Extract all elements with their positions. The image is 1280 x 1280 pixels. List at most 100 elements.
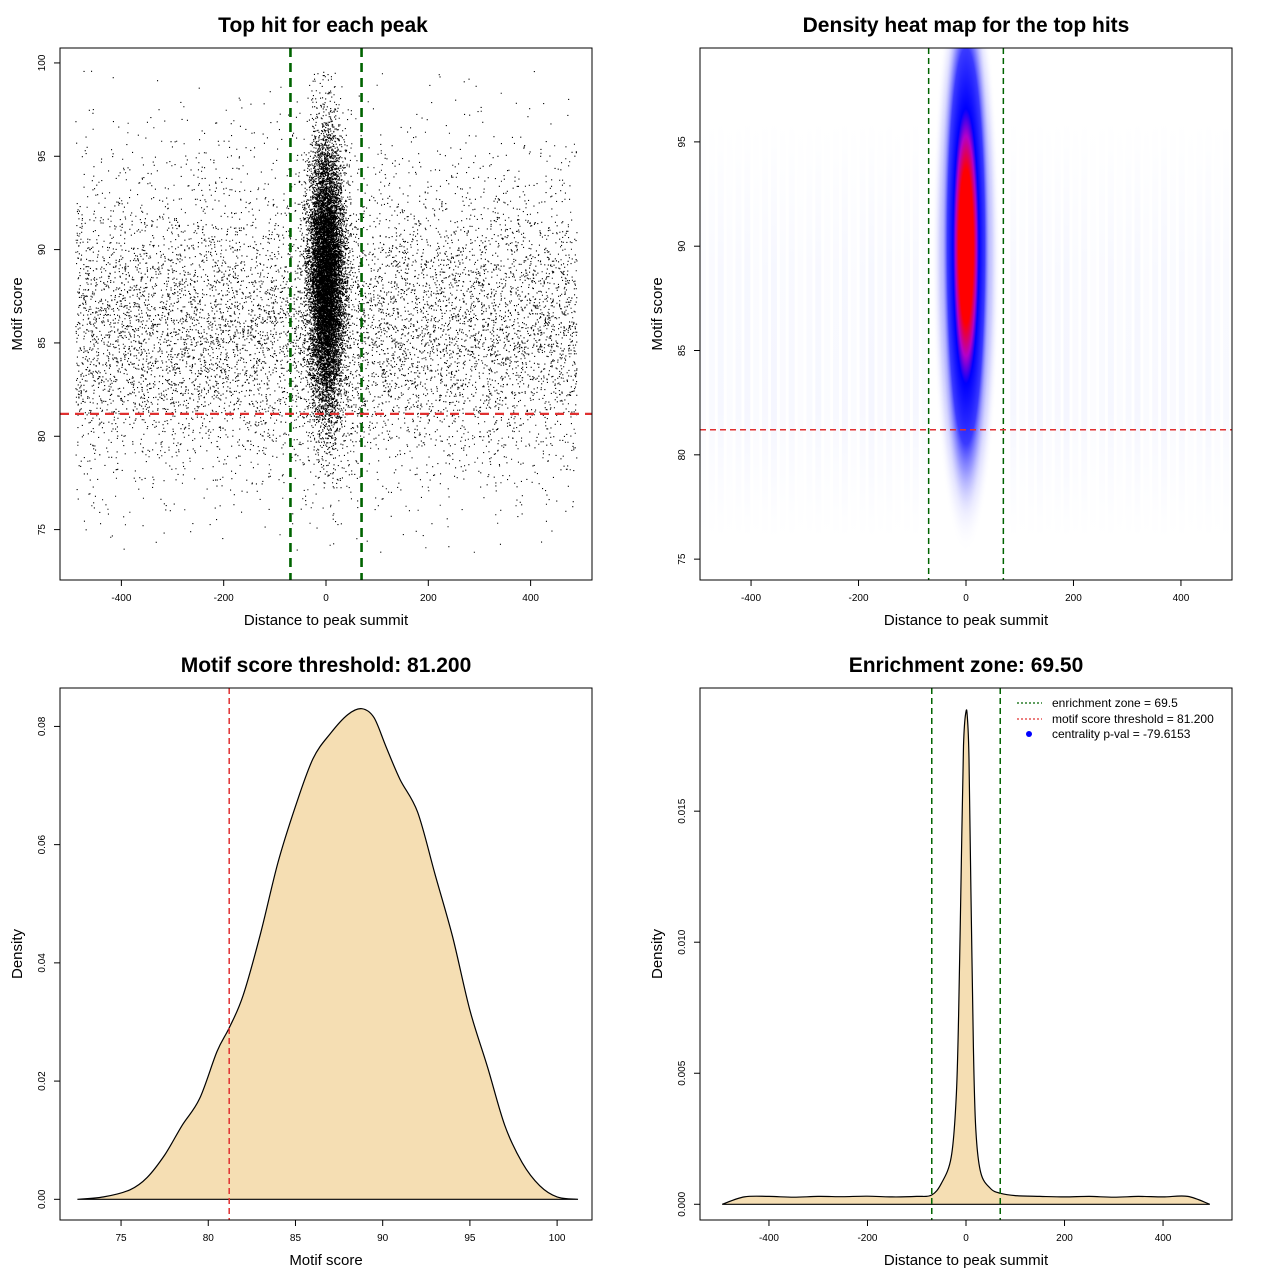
x-tick-label: -400 [741,593,761,604]
heatmap-background-stripe [1107,121,1114,539]
enrichment-density-curve [722,709,1211,1205]
x-tick-label: -400 [111,593,131,604]
y-tick-label: 80 [37,430,48,442]
heatmap-background-stripe [1214,121,1221,539]
legend-zone-label: enrichment zone = 69.5 [1052,696,1178,710]
heatmap-background-stripe [744,121,751,539]
score-density-plot-area [77,708,579,1200]
y-tick-label: 0.005 [677,1060,688,1085]
enrichment-title: Enrichment zone: 69.50 [849,654,1084,677]
heatmap-background-stripe [1036,121,1043,539]
legend-pvalue-label: centrality p-val = -79.6153 [1052,727,1191,741]
scatter-x-axis: -400 -200 0 200 400 [111,579,539,604]
heatmap-background-stripe [1143,121,1150,539]
enrichment-plot-area [722,709,1211,1205]
heatmap-background-stripe [1205,121,1212,539]
x-tick-label: -200 [214,593,234,604]
x-tick-label: 200 [420,593,437,604]
y-tick-label: 0.04 [37,953,48,973]
heatmap-background-stripe [717,121,724,539]
heatmap-background-stripe [903,121,910,539]
panel-enrichment-density: Enrichment zone: 69.50 -400 -200 0 200 400 0… [649,654,1233,1269]
legend-pvalue-point-icon [1026,731,1032,737]
score-density-title: Motif score threshold: 81.200 [181,654,472,677]
heatmap-background-stripe [850,121,857,539]
enrichment-legend: enrichment zone = 69.5 motif score thres… [1017,696,1214,741]
heatmap-background-stripe [1152,121,1159,539]
enrichment-y-axis: 0.000 0.005 0.010 0.015 [677,798,701,1217]
enrichment-zone-lines [931,688,1001,1220]
heatmap-background-stripe [815,121,822,539]
y-tick-label: 90 [37,244,48,256]
y-tick-label: 100 [37,54,48,71]
heatmap-threshold-lines [700,48,1232,580]
enrichment-x-axis: -400 -200 0 200 400 [759,1219,1172,1244]
heatmap-background-stripe [1125,121,1132,539]
heatmap-background-stripe [1054,121,1061,539]
x-tick-label: 400 [522,593,539,604]
heatmap-background-stripe [770,121,777,539]
panel-scatter: Top hit for each peak -400 -200 0 200 400 75… [9,14,593,629]
x-tick-label: 400 [1155,1233,1172,1244]
heatmap-background-stripe [833,121,839,539]
heatmap-y-axis: 75 80 85 90 95 [677,136,701,565]
x-tick-label: 80 [203,1233,215,1244]
x-tick-label: 90 [377,1233,389,1244]
panel-heatmap: Density heat map for the top hits -400 -2… [649,14,1233,629]
heatmap-background-stripe [1019,121,1026,539]
heatmap-background-stripe [1223,121,1230,539]
scatter-x-label: Distance to peak summit [244,612,409,629]
heatmap-background-stripe [1063,121,1070,539]
heatmap-background-stripe [1072,121,1079,539]
heatmap-background-stripe [1116,121,1123,539]
y-tick-label: 0.015 [677,798,688,823]
x-tick-label: -200 [849,593,869,604]
heatmap-background-stripe [1099,121,1105,539]
scatter-threshold-lines [60,48,592,580]
y-tick-label: 0.08 [37,716,48,736]
heatmap-background-stripe [1196,121,1203,539]
heatmap-background-stripe [779,121,786,539]
x-tick-label: 75 [115,1233,127,1244]
x-tick-label: 0 [963,593,969,604]
heatmap-background-stripes [700,121,1230,539]
x-tick-label: 400 [1173,593,1190,604]
heatmap-background-stripe [921,121,928,539]
y-tick-label: 90 [677,240,688,252]
heatmap-background-stripe [895,121,902,539]
heatmap-background-stripe [841,121,848,539]
heatmap-background-stripe [735,121,742,539]
score-density-x-axis: 75 80 85 90 95 100 [115,1219,566,1244]
y-tick-label: 0.00 [37,1189,48,1209]
x-tick-label: 100 [549,1233,566,1244]
x-tick-label: -200 [857,1233,877,1244]
heatmap-background-stripe [797,121,804,539]
score-density-curve [77,708,579,1200]
y-tick-label: 95 [677,136,688,148]
y-tick-label: 85 [37,337,48,349]
score-density-x-label: Motif score [289,1252,362,1269]
heatmap-background-stripe [1090,121,1097,539]
heatmap-y-label: Motif score [649,277,666,350]
heatmap-x-axis: -400 -200 0 200 400 [741,579,1190,604]
panel-score-density: Motif score threshold: 81.200 75 80 85 90 95… [9,654,593,1269]
y-tick-label: 0.06 [37,834,48,854]
heatmap-x-label: Distance to peak summit [884,612,1049,629]
heatmap-background-stripe [1178,121,1185,539]
y-tick-label: 0.010 [677,929,688,954]
y-tick-label: 0.02 [37,1071,48,1091]
heatmap-background-stripe [1010,121,1017,539]
heatmap-background-stripe [1187,121,1194,539]
score-density-y-axis: 0.00 0.02 0.04 0.06 0.08 [37,716,61,1209]
heatmap-background-stripe [806,121,813,539]
heatmap-background-stripe [726,121,733,539]
x-tick-label: 95 [464,1233,476,1244]
x-tick-label: 85 [290,1233,302,1244]
scatter-title: Top hit for each peak [218,14,428,37]
scatter-y-label: Motif score [9,277,26,350]
heatmap-background-stripe [708,121,715,539]
heatmap-background-stripe [762,121,769,539]
x-tick-label: 0 [963,1233,969,1244]
x-tick-label: 200 [1056,1233,1073,1244]
